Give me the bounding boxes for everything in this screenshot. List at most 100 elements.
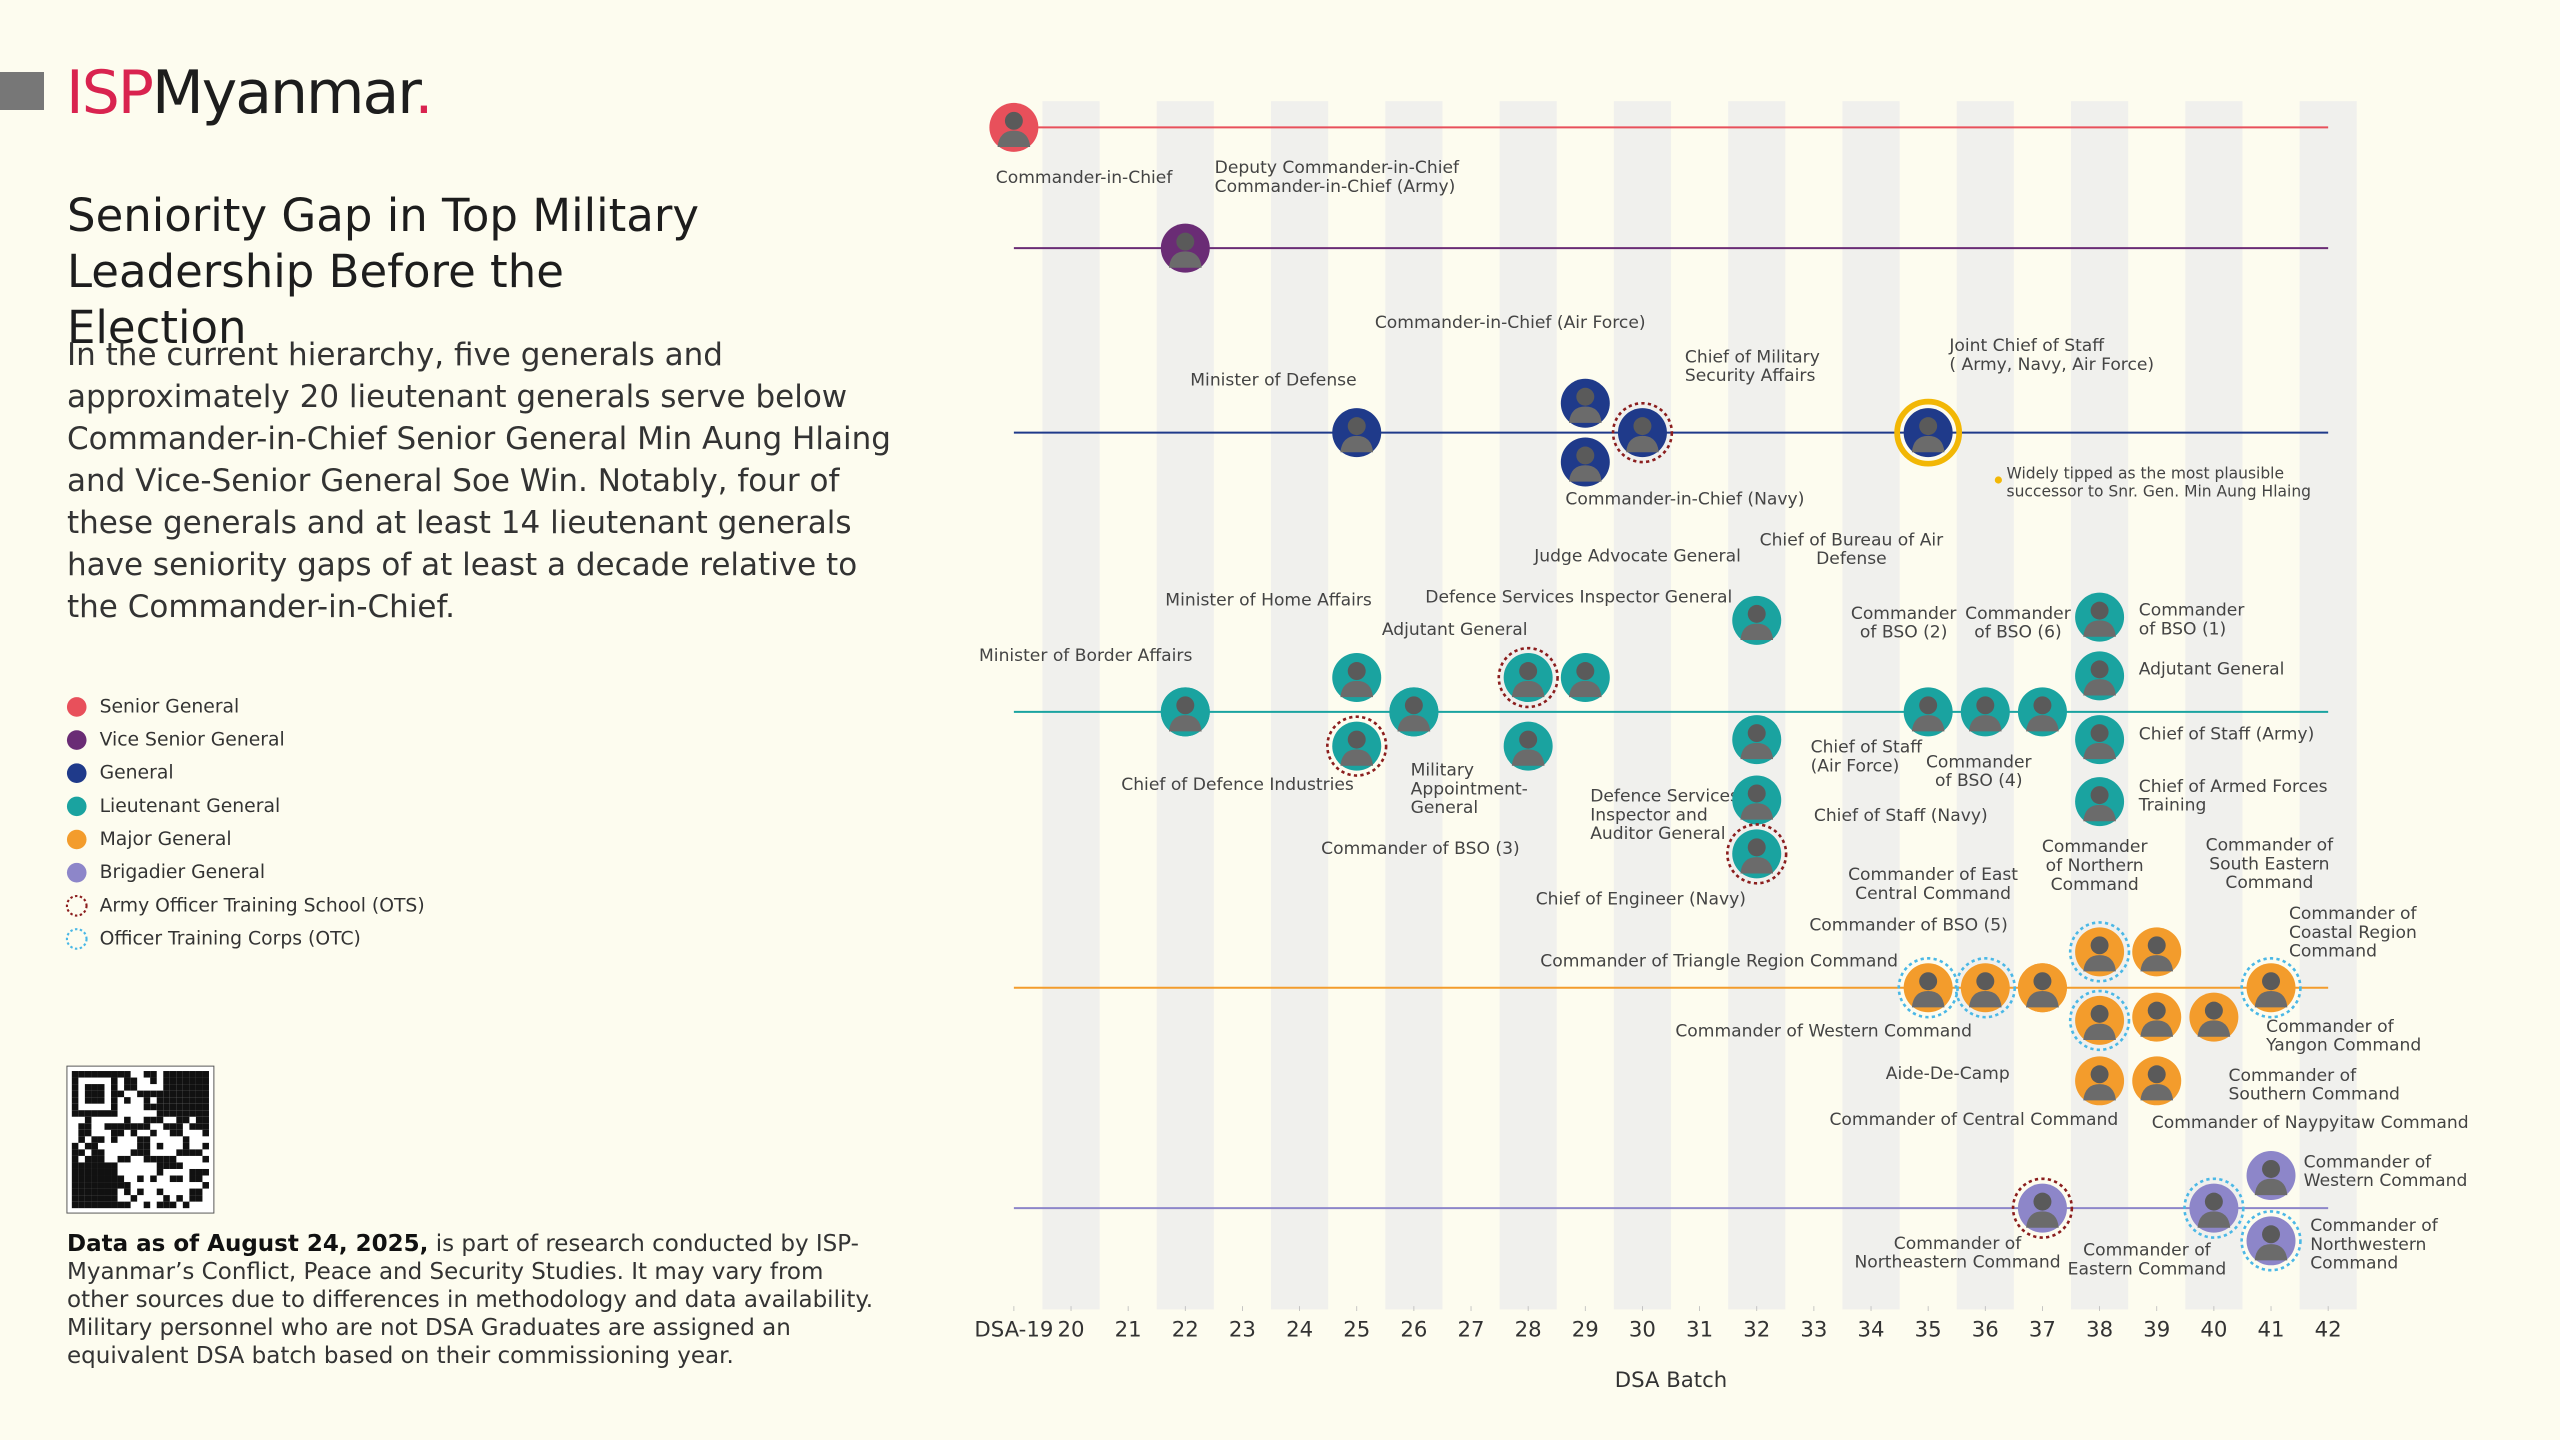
x-tick-label: 42 <box>2315 1318 2342 1343</box>
qr-cell <box>156 1155 164 1163</box>
portrait <box>2240 957 2302 1019</box>
qr-cell <box>111 1084 118 1091</box>
portrait <box>1389 687 1439 737</box>
x-tick-label: 26 <box>1400 1318 1427 1343</box>
person-label: Commander-in-Chief (Air Force) <box>1375 313 1646 333</box>
person-label-line: Inspector and <box>1590 805 1708 825</box>
qr-cell <box>91 1142 98 1150</box>
x-tick-label: 28 <box>1515 1318 1542 1343</box>
qr-cell <box>97 1168 105 1176</box>
qr-cell <box>163 1195 170 1202</box>
person-label-line: Commander of <box>2083 1241 2212 1261</box>
person-label-line: Military <box>1411 761 1474 781</box>
portrait <box>2068 921 2131 983</box>
qr-cell <box>176 1084 183 1091</box>
portrait-head <box>1747 604 1766 623</box>
legend-label: Vice Senior General <box>100 730 285 751</box>
qr-cell <box>91 1136 98 1143</box>
portrait-body <box>1911 991 1945 1008</box>
portrait-body <box>2083 955 2116 972</box>
qr-cell <box>137 1123 144 1130</box>
qr-cell <box>189 1123 196 1130</box>
qr-cell <box>156 1110 164 1117</box>
qr-cell <box>176 1162 183 1169</box>
portrait <box>2017 687 2067 737</box>
qr-cell <box>91 1168 98 1176</box>
portrait <box>1726 823 1788 885</box>
qr-cell <box>156 1168 164 1176</box>
qr-cell <box>130 1084 138 1091</box>
qr-cell <box>176 1071 183 1078</box>
portrait-body <box>1168 715 1202 732</box>
person-label: Judge Advocate General <box>1533 547 1741 567</box>
note-line: Widely tipped as the most plausible <box>2007 464 2285 482</box>
person-label-line: Central Command <box>1855 884 2011 904</box>
person-label-line: Command <box>2051 875 2139 895</box>
portrait-head <box>1576 662 1595 680</box>
portrait <box>1497 646 1559 709</box>
portrait-head <box>2090 601 2109 620</box>
portrait <box>1960 687 2010 737</box>
person-label-line: Chief of Engineer (Navy) <box>1536 889 1746 909</box>
portrait-body <box>1511 749 1545 766</box>
qr-cell <box>104 1188 112 1196</box>
qr-cell <box>71 1077 79 1085</box>
qr-cell <box>156 1162 164 1169</box>
qr-cell <box>111 1195 118 1202</box>
qr-cell <box>150 1071 157 1078</box>
qr-cell <box>104 1195 112 1202</box>
qr-cell <box>71 1090 79 1098</box>
portrait-head <box>1519 730 1538 749</box>
qr-cell <box>111 1097 118 1104</box>
qr-cell <box>104 1201 112 1209</box>
person-label: Commander of Northwestern Command <box>2310 1216 2439 1274</box>
x-tick-label: 25 <box>1343 1318 1370 1343</box>
person-label-line: ( Army, Navy, Air Force) <box>1949 355 2154 375</box>
qr-cell <box>104 1123 112 1130</box>
person-label-line: (Air Force) <box>1811 756 1900 776</box>
qr-cell <box>124 1071 131 1078</box>
qr-cell <box>78 1168 85 1176</box>
qr-cell <box>195 1097 203 1104</box>
person-label: Military Appointment-General <box>1411 761 1528 819</box>
qr-cell <box>84 1175 92 1183</box>
qr-cell <box>202 1084 209 1091</box>
person-label-line: Commander-in-Chief (Air Force) <box>1375 313 1646 333</box>
person-label-line: Minister of Border Affairs <box>979 646 1192 666</box>
portrait-body <box>2083 1023 2116 1040</box>
qr-cell <box>111 1090 118 1098</box>
portrait <box>2017 963 2067 1013</box>
qr-cell <box>195 1110 203 1117</box>
qr-cell <box>182 1201 190 1209</box>
qr-cell <box>189 1188 196 1196</box>
portrait-head <box>2147 1001 2166 1020</box>
portrait <box>1732 775 1782 825</box>
qr-cell <box>150 1116 157 1124</box>
qr-cell <box>117 1175 125 1183</box>
qr-cell <box>78 1188 85 1196</box>
portrait <box>2132 992 2182 1042</box>
portrait <box>1894 398 1963 467</box>
portrait <box>1332 408 1382 458</box>
person-label: Chief of Defence Industries <box>1121 775 1354 795</box>
qr-cell <box>169 1155 177 1163</box>
person-label: Joint Chief of Staff( Army, Navy, Air Fo… <box>1948 336 2154 375</box>
qr-cell <box>195 1090 203 1098</box>
band <box>1499 101 1557 1310</box>
person-label: Aide-De-Camp <box>1886 1064 2010 1084</box>
qr-cell <box>97 1084 105 1091</box>
qr-cell <box>104 1175 112 1183</box>
x-tick-label: 31 <box>1686 1318 1713 1343</box>
portrait-body <box>1740 803 1774 820</box>
qr-cell <box>130 1123 138 1130</box>
qr-cell <box>182 1149 190 1156</box>
qr-cell <box>84 1142 92 1150</box>
qr-cell <box>163 1162 170 1169</box>
footnote: Data as of August 24, 2025, is part of r… <box>67 1230 887 1370</box>
portrait <box>1560 437 1610 487</box>
person-label-line: Commander <box>2042 837 2149 857</box>
person-label: Chief of Armed Forces Training <box>2138 777 2328 816</box>
person-label: Commander of East Central Command <box>1848 865 2018 904</box>
qr-cell <box>84 1129 92 1137</box>
band <box>2185 101 2243 1310</box>
